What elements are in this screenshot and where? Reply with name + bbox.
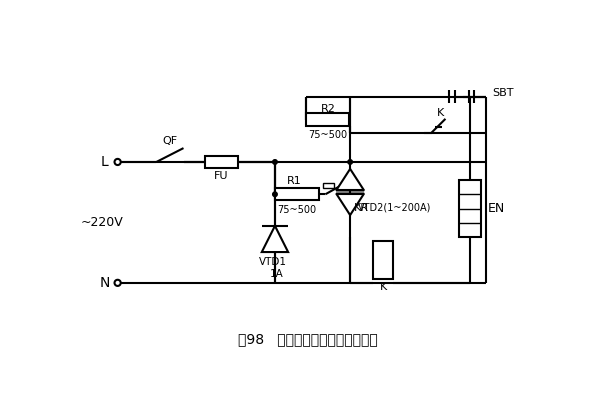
Text: R1: R1	[287, 176, 302, 186]
Bar	[275, 188, 319, 200]
Text: 75~500: 75~500	[308, 130, 347, 140]
Text: VTD2(1~200A): VTD2(1~200A)	[358, 202, 432, 212]
Polygon shape	[336, 169, 364, 190]
Bar	[306, 114, 349, 126]
Text: QF: QF	[162, 136, 177, 146]
Bar	[373, 240, 393, 279]
Polygon shape	[336, 194, 364, 215]
Circle shape	[115, 159, 121, 165]
Bar	[460, 180, 481, 237]
Bar	[323, 183, 334, 188]
Text: 图98   双向晶闸管电接点温控电路: 图98 双向晶闸管电接点温控电路	[238, 332, 377, 346]
Text: KR: KR	[354, 203, 369, 213]
Circle shape	[273, 192, 277, 196]
Text: 1A: 1A	[269, 269, 283, 279]
Circle shape	[348, 160, 352, 164]
Text: 75~500: 75~500	[277, 205, 317, 215]
Text: R2: R2	[320, 104, 335, 114]
Text: K: K	[437, 108, 445, 118]
Text: K: K	[379, 282, 386, 292]
Text: VTD1: VTD1	[259, 257, 287, 267]
Bar	[205, 156, 238, 168]
Text: ~220V: ~220V	[81, 216, 124, 229]
Circle shape	[115, 280, 121, 286]
Text: EN: EN	[487, 202, 505, 215]
Text: N: N	[99, 276, 110, 290]
Circle shape	[273, 160, 277, 164]
Text: SBT: SBT	[492, 88, 514, 98]
Text: L: L	[101, 155, 109, 169]
Polygon shape	[262, 226, 288, 252]
Text: FU: FU	[214, 171, 229, 181]
